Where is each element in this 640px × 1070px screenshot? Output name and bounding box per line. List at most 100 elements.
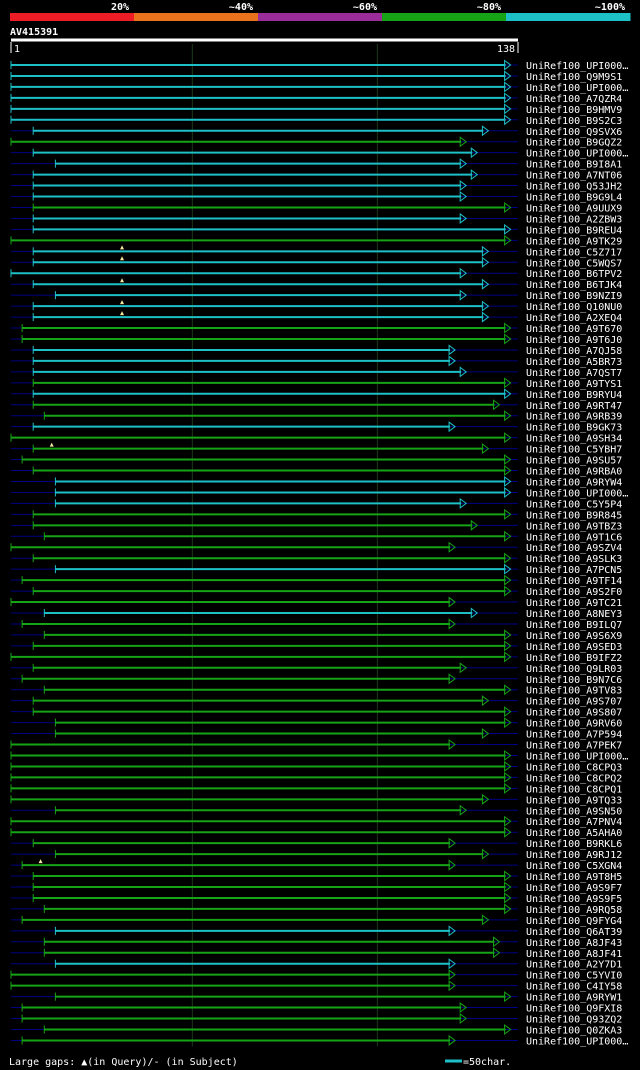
hit-label[interactable]: UniRef100_A7PEK7 (526, 741, 622, 752)
hit-label[interactable]: UniRef100_Q93ZQ2 (526, 1015, 622, 1026)
hit-row[interactable]: UniRef100_B9IFZ2 (10, 651, 622, 664)
hit-label[interactable]: UniRef100_B9R845 (526, 510, 622, 521)
hit-row[interactable]: UniRef100_C5XGN4 (11, 859, 622, 872)
hit-row[interactable]: UniRef100_A9SU57 (11, 454, 622, 467)
hit-label[interactable]: UniRef100_A9RV60 (526, 719, 622, 730)
hit-row[interactable]: UniRef100_A7PEK7 (10, 739, 622, 752)
hit-row[interactable]: UniRef100_A9T8H5 (11, 870, 622, 884)
hit-label[interactable]: UniRef100_A9UUX9 (526, 203, 622, 214)
hit-row[interactable]: UniRef100_A9SH34 (10, 432, 622, 445)
hit-label[interactable]: UniRef100_A9TQ33 (526, 795, 622, 806)
hit-row[interactable]: UniRef100_A9S707 (11, 695, 622, 708)
hit-label[interactable]: UniRef100_A9SLK3 (526, 554, 622, 565)
hit-row[interactable]: UniRef100_B9GQZ2 (10, 136, 622, 149)
hit-label[interactable]: UniRef100_B9S2C3 (526, 116, 622, 127)
hit-label[interactable]: UniRef100_C5WQS7 (526, 258, 622, 269)
hit-label[interactable]: UniRef100_C8CPQ2 (526, 773, 622, 784)
hit-row[interactable]: UniRef100_A8NEY3 (11, 607, 622, 621)
hit-label[interactable]: UniRef100_Q53JH2 (526, 182, 622, 193)
hit-row[interactable]: UniRef100_A8JF43 (11, 936, 622, 949)
hit-row[interactable]: UniRef100_A9TV83 (11, 684, 622, 697)
hit-label[interactable]: UniRef100_B6TPV2 (526, 269, 622, 280)
hit-row[interactable]: UniRef100_C5WQS7 (11, 256, 622, 269)
hit-row[interactable]: UniRef100_A9RV60 (11, 717, 622, 730)
hit-label[interactable]: UniRef100_UPI000… (526, 1036, 628, 1047)
hit-row[interactable]: UniRef100_Q10NU0 (11, 300, 622, 313)
hit-row[interactable]: UniRef100_A9TQ33 (10, 793, 622, 807)
hit-row[interactable]: UniRef100_A9UUX9 (11, 201, 622, 215)
hit-row[interactable]: UniRef100_Q9LR03 (11, 662, 622, 675)
hit-row[interactable]: UniRef100_A9T1C6 (11, 530, 622, 544)
hit-label[interactable]: UniRef100_B9ILQ7 (526, 620, 622, 631)
hit-row[interactable]: UniRef100_A7PCN5 (11, 563, 622, 577)
hit-label[interactable]: UniRef100_UPI000… (526, 83, 628, 94)
hit-label[interactable]: UniRef100_A9SN50 (526, 806, 622, 817)
hit-label[interactable]: UniRef100_A9SU57 (526, 456, 622, 467)
hit-row[interactable]: UniRef100_C5YVI0 (10, 969, 622, 982)
hit-label[interactable]: UniRef100_B9IFZ2 (526, 653, 622, 664)
hit-row[interactable]: UniRef100_A9SZV4 (10, 541, 622, 555)
hit-label[interactable]: UniRef100_A9S9F7 (526, 883, 622, 894)
hit-row[interactable]: UniRef100_A9RT47 (11, 399, 622, 412)
hit-label[interactable]: UniRef100_A2XEQ4 (526, 313, 622, 324)
hit-label[interactable]: UniRef100_A8JF43 (526, 938, 622, 949)
hit-label[interactable]: UniRef100_Q9LR03 (526, 664, 622, 675)
hit-row[interactable]: UniRef100_A9T6J0 (11, 333, 622, 347)
hit-label[interactable]: UniRef100_B9N7C6 (526, 675, 622, 686)
hit-label[interactable]: UniRef100_A9S6X9 (526, 631, 622, 642)
hit-label[interactable]: UniRef100_Q6AT39 (526, 927, 622, 938)
hit-label[interactable]: UniRef100_C5Z717 (526, 247, 622, 258)
hit-row[interactable]: UniRef100_C8CPQ2 (10, 771, 622, 785)
hit-row[interactable]: UniRef100_Q9SVX6 (11, 125, 622, 138)
hit-label[interactable]: UniRef100_Q9FXI8 (526, 1004, 622, 1015)
hit-row[interactable]: UniRef100_A9S9F7 (11, 881, 622, 895)
hit-label[interactable]: UniRef100_A9S2F0 (526, 587, 622, 598)
hit-label[interactable]: UniRef100_A7QST7 (526, 368, 622, 379)
hit-row[interactable]: UniRef100_A9RBA0 (11, 465, 622, 478)
hit-row[interactable]: UniRef100_A9RQ58 (11, 903, 622, 916)
hit-row[interactable]: UniRef100_A9T670 (11, 322, 622, 336)
hit-row[interactable]: UniRef100_C8CPQ3 (10, 760, 622, 774)
hit-row[interactable]: UniRef100_B6TPV2 (10, 267, 622, 281)
hit-label[interactable]: UniRef100_Q10NU0 (526, 302, 622, 313)
hit-row[interactable]: UniRef100_C5YBH7 (11, 442, 622, 456)
hit-row[interactable]: UniRef100_A9TC21 (10, 596, 622, 610)
hit-label[interactable]: UniRef100_A2Y7D1 (526, 960, 622, 971)
hit-label[interactable]: UniRef100_A9S807 (526, 708, 622, 719)
hit-label[interactable]: UniRef100_A9SH34 (526, 434, 622, 445)
hit-label[interactable]: UniRef100_A9RQ58 (526, 905, 622, 916)
hit-label[interactable]: UniRef100_A9RYW4 (526, 477, 622, 488)
hit-label[interactable]: UniRef100_A7PCN5 (526, 565, 622, 576)
hit-label[interactable]: UniRef100_C4IY58 (526, 982, 622, 993)
hit-row[interactable]: UniRef100_A9TK29 (10, 234, 622, 248)
hit-row[interactable]: UniRef100_B9REU4 (11, 223, 622, 237)
hit-row[interactable]: UniRef100_C5Z717 (11, 245, 622, 258)
hit-row[interactable]: UniRef100_Q6AT39 (11, 925, 622, 938)
hit-label[interactable]: UniRef100_B9G9L4 (526, 193, 622, 204)
hit-row[interactable]: UniRef100_A9S2F0 (11, 585, 622, 599)
hit-row[interactable]: UniRef100_A9RB39 (11, 410, 622, 423)
hit-row[interactable]: UniRef100_Q9FXI8 (11, 1002, 622, 1015)
hit-row[interactable]: UniRef100_A7QST7 (11, 366, 622, 379)
hit-row[interactable]: UniRef100_A7PNV4 (10, 815, 622, 829)
hit-label[interactable]: UniRef100_A9TK29 (526, 236, 622, 247)
hit-row[interactable]: UniRef100_B9ILQ7 (11, 618, 622, 631)
hit-row[interactable]: UniRef100_A7P594 (11, 728, 622, 741)
hit-row[interactable]: UniRef100_Q9FYG4 (11, 914, 622, 927)
hit-row[interactable]: UniRef100_B9S2C3 (10, 114, 622, 127)
hit-label[interactable]: UniRef100_C8CPQ3 (526, 762, 622, 773)
hit-row[interactable]: UniRef100_A9S9F5 (11, 892, 622, 905)
hit-row[interactable]: UniRef100_C5Y5P4 (11, 497, 622, 511)
hit-label[interactable]: UniRef100_Q9FYG4 (526, 916, 622, 927)
hit-row[interactable]: UniRef100_A7QZR4 (10, 92, 622, 105)
hit-label[interactable]: UniRef100_A8JF41 (526, 949, 622, 960)
hit-label[interactable]: UniRef100_UPI000… (526, 751, 628, 762)
hit-label[interactable]: UniRef100_C5YBH7 (526, 445, 622, 456)
hit-row[interactable]: UniRef100_A2Y7D1 (11, 958, 622, 971)
hit-label[interactable]: UniRef100_A9RJ12 (526, 850, 622, 861)
hit-label[interactable]: UniRef100_C8CPQ1 (526, 784, 622, 795)
hit-row[interactable]: UniRef100_A9RJ12 (11, 848, 622, 862)
hit-row[interactable]: UniRef100_A7NT06 (11, 169, 622, 182)
hit-label[interactable]: UniRef100_A9S9F5 (526, 894, 622, 905)
hit-row[interactable]: UniRef100_A2XEQ4 (11, 311, 622, 324)
